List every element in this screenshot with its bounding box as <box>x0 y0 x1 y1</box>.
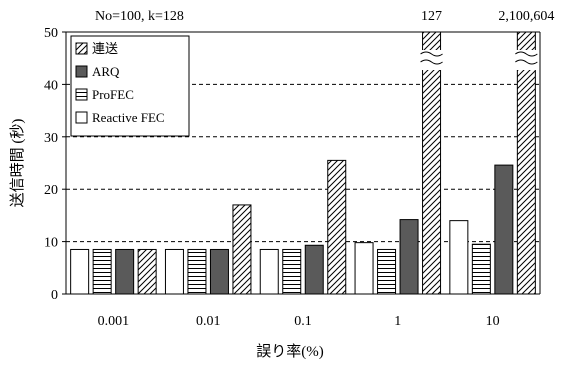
axis-break-gap-1 <box>421 50 442 70</box>
bar-arq-0.001 <box>115 248 135 295</box>
legend-swatch-profec <box>75 88 88 101</box>
x-tick-label-10: 10 <box>486 314 500 329</box>
bar-reactive-fec-10 <box>449 220 469 295</box>
legend-label-arq: ARQ <box>92 64 120 79</box>
bar-arq-0.1 <box>304 244 324 295</box>
bar-profec-0.01 <box>187 248 207 295</box>
y-tick-label-0: 0 <box>51 288 58 303</box>
legend-swatch-連送 <box>75 42 88 55</box>
x-tick-label-0.1: 0.1 <box>294 314 312 329</box>
legend: 連送 ARQ ProFEC Reactive FEC <box>70 35 190 137</box>
bar-連送-1 <box>422 31 442 295</box>
legend-label-profec: ProFEC <box>92 87 134 102</box>
bar-reactive-fec-1 <box>354 242 374 295</box>
bar-arq-10 <box>494 164 514 295</box>
y-tick-label-40: 40 <box>44 78 58 93</box>
break-value-label-1: 127 <box>421 9 442 24</box>
legend-box <box>70 35 190 137</box>
x-tick-label-1: 1 <box>394 314 401 329</box>
tick-labels: 0.001 0.01 0.1 1 10 127 2,100,604 0 10 20 30 40 50 <box>44 9 554 329</box>
y-tick-label-50: 50 <box>44 26 58 41</box>
bar-profec-1 <box>377 248 397 295</box>
bar-profec-0.001 <box>92 248 112 295</box>
chart-annotation: No=100, k=128 <box>95 9 184 24</box>
break-value-label-10: 2,100,604 <box>498 9 554 24</box>
x-tick-label-0.01: 0.01 <box>196 314 221 329</box>
axis-break-mark-bottom-1 <box>420 59 443 65</box>
y-tick-label-30: 30 <box>44 131 58 146</box>
bar-reactive-fec-0.1 <box>259 248 279 295</box>
legend-label-reactive-fec: Reactive FEC <box>92 110 165 125</box>
legend-label-連送: 連送 <box>92 41 118 56</box>
bar-profec-0.1 <box>282 248 302 295</box>
axis-break-mark-top-10 <box>515 51 538 57</box>
x-tick-label-0.001: 0.001 <box>98 314 130 329</box>
axis-break-mark-bottom-10 <box>515 59 538 65</box>
bar-連送-0.001 <box>137 248 157 295</box>
bar-reactive-fec-0.001 <box>70 248 90 295</box>
legend-swatch-arq <box>75 65 88 78</box>
bar-arq-0.01 <box>209 248 229 295</box>
x-axis-title: 誤り率(%) <box>256 343 324 360</box>
bar-arq-1 <box>399 219 419 295</box>
legend-swatch-reactive-fec <box>75 111 88 124</box>
y-tick-label-20: 20 <box>44 183 58 198</box>
bar-連送-10 <box>516 31 536 295</box>
bar-reactive-fec-0.01 <box>164 248 184 295</box>
axis-break-mark-top-1 <box>420 51 443 57</box>
bar-連送-0.01 <box>232 204 252 295</box>
axis-break-gap-10 <box>516 50 537 70</box>
bar-profec-10 <box>471 243 491 295</box>
y-tick-label-10: 10 <box>44 236 58 251</box>
axes <box>62 31 541 295</box>
bars <box>70 31 538 295</box>
y-axis-title: 送信時間 (秒) <box>9 119 26 208</box>
bar-連送-0.1 <box>327 159 347 295</box>
